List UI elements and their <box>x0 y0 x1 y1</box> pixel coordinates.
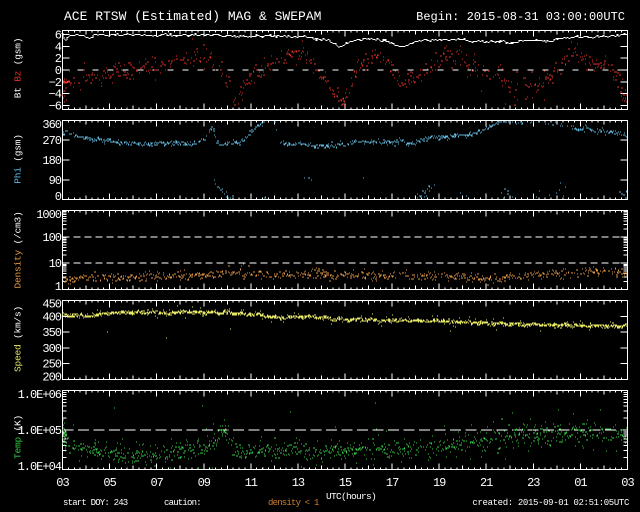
svg-text:−2: −2 <box>49 76 62 90</box>
svg-text:03: 03 <box>56 476 69 490</box>
svg-text:03: 03 <box>621 476 634 490</box>
svg-text:10: 10 <box>49 257 62 271</box>
svg-text:start DOY: 243: start DOY: 243 <box>63 498 128 508</box>
svg-text:11: 11 <box>245 476 258 490</box>
svg-text:300: 300 <box>42 342 61 356</box>
svg-text:2: 2 <box>55 52 62 66</box>
svg-text:Speed (km/s): Speed (km/s) <box>13 306 24 372</box>
svg-text:−6: −6 <box>49 99 62 113</box>
svg-text:1000: 1000 <box>36 208 62 222</box>
svg-text:−4: −4 <box>49 88 62 102</box>
svg-text:250: 250 <box>42 358 61 372</box>
svg-text:19: 19 <box>433 476 446 490</box>
svg-text:15: 15 <box>339 476 352 490</box>
svg-text:1.0E+05: 1.0E+05 <box>18 424 62 438</box>
svg-text:0: 0 <box>55 190 62 204</box>
svg-text:07: 07 <box>150 476 163 490</box>
svg-text:360: 360 <box>42 118 61 132</box>
svg-text:270: 270 <box>42 134 61 148</box>
svg-text:350: 350 <box>42 326 61 340</box>
svg-text:1.0E+04: 1.0E+04 <box>18 460 62 474</box>
svg-text:200: 200 <box>42 371 61 385</box>
svg-text:400: 400 <box>42 310 61 324</box>
svg-text:Phi (gsm): Phi (gsm) <box>13 134 24 184</box>
svg-text:180: 180 <box>42 154 61 168</box>
svg-text:100: 100 <box>42 231 61 245</box>
svg-text:UTC(hours): UTC(hours) <box>326 491 376 502</box>
svg-text:05: 05 <box>103 476 116 490</box>
svg-text:90: 90 <box>49 174 62 188</box>
svg-text:4: 4 <box>55 40 62 54</box>
svg-text:450: 450 <box>42 298 61 312</box>
svg-text:01: 01 <box>574 476 587 490</box>
svg-text:Temp (K): Temp (K) <box>13 415 24 459</box>
svg-text:Begin: 2015-08-31 03:00:00UTC: Begin: 2015-08-31 03:00:00UTC <box>416 10 625 24</box>
svg-text:Density (/cm3): Density (/cm3) <box>13 211 24 288</box>
svg-text:1: 1 <box>55 280 62 294</box>
svg-text:09: 09 <box>198 476 211 490</box>
svg-text:Bt Bz (gsm): Bt Bz (gsm) <box>13 38 24 99</box>
svg-text:0: 0 <box>55 64 62 78</box>
svg-text:created: 2015-09-01 02:51:05UT: created: 2015-09-01 02:51:05UTC <box>472 498 630 508</box>
svg-text:13: 13 <box>292 476 305 490</box>
svg-text:ACE RTSW (Estimated) MAG & SWE: ACE RTSW (Estimated) MAG & SWEPAM <box>64 9 321 24</box>
svg-text:6: 6 <box>55 29 62 43</box>
svg-text:density < 1: density < 1 <box>268 498 319 508</box>
svg-text:caution:: caution: <box>164 498 201 508</box>
svg-text:21: 21 <box>480 476 493 490</box>
svg-text:17: 17 <box>386 476 399 490</box>
svg-text:23: 23 <box>527 476 540 490</box>
svg-text:1.0E+06: 1.0E+06 <box>18 388 62 402</box>
